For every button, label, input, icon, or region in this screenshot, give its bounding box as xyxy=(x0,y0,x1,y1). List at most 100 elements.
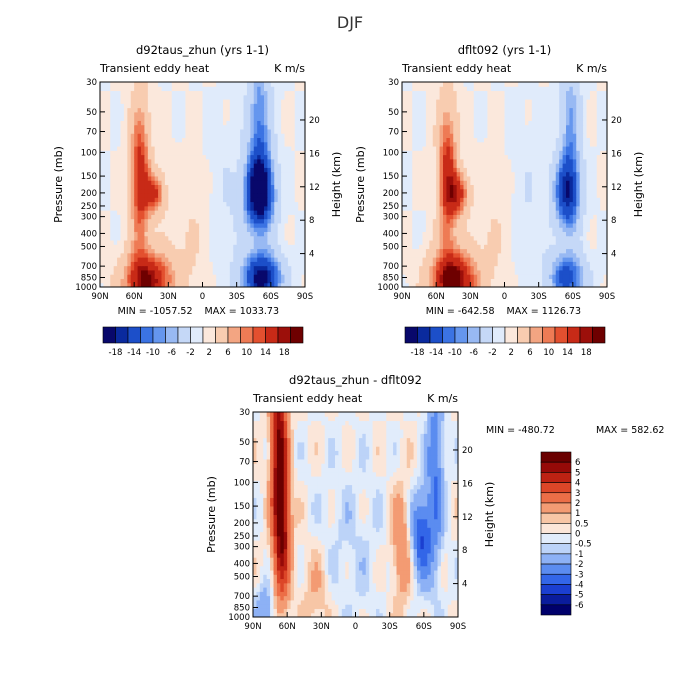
heatmap-cell xyxy=(168,90,173,96)
heatmap-cell xyxy=(600,252,605,258)
heatmap-cell xyxy=(555,193,560,198)
heatmap-cell xyxy=(593,227,598,232)
heatmap-cell xyxy=(504,163,509,168)
heatmap-cell xyxy=(422,218,427,224)
heatmap-cell xyxy=(569,158,574,164)
heatmap-cell xyxy=(260,116,265,121)
heatmap-cell xyxy=(586,154,591,160)
heatmap-cell xyxy=(470,154,475,160)
heatmap-cell xyxy=(507,150,512,156)
heatmap-cell xyxy=(405,265,410,271)
heatmap-cell xyxy=(419,184,423,190)
heatmap-cell xyxy=(113,201,118,207)
heatmap-cell xyxy=(422,210,427,215)
heatmap-cell xyxy=(270,214,275,220)
heatmap-cell xyxy=(182,150,186,156)
heatmap-cell xyxy=(243,231,248,237)
heatmap-cell xyxy=(518,150,523,156)
heatmap-cell xyxy=(419,167,423,173)
heatmap-cell xyxy=(586,184,591,190)
heatmap-cell xyxy=(267,227,272,232)
heatmap-cell xyxy=(123,261,128,267)
heatmap-cell xyxy=(253,261,258,267)
heatmap-cell xyxy=(267,201,272,207)
heatmap-cell xyxy=(257,265,262,271)
heatmap-cell xyxy=(408,163,413,168)
heatmap-cell xyxy=(514,201,519,207)
heatmap-cell xyxy=(226,99,231,104)
heatmap-cell xyxy=(188,274,193,279)
heatmap-cell xyxy=(264,99,268,104)
heatmap-cell xyxy=(446,222,451,228)
heatmap-cell xyxy=(586,282,591,288)
heatmap-cell xyxy=(294,137,299,143)
heatmap-cell xyxy=(583,201,587,207)
heatmap-cell xyxy=(425,180,430,185)
heatmap-cell xyxy=(212,154,217,160)
heatmap-cell xyxy=(439,193,444,198)
heatmap-cell xyxy=(161,124,166,130)
heatmap-cell xyxy=(141,282,145,288)
heatmap-cell xyxy=(419,278,423,284)
heatmap-cell xyxy=(202,163,207,168)
heatmap-cell xyxy=(589,197,594,203)
heatmap-cell xyxy=(250,222,255,228)
heatmap-cell xyxy=(470,175,475,181)
heatmap-cell xyxy=(572,269,577,275)
heatmap-cell xyxy=(264,171,268,177)
heatmap-cell xyxy=(195,128,200,134)
heatmap-cell xyxy=(518,210,523,215)
heatmap-cell xyxy=(419,163,423,168)
heatmap-cell xyxy=(264,252,268,258)
heatmap-cell xyxy=(219,99,224,104)
heatmap-cell xyxy=(284,158,289,164)
heatmap-cell xyxy=(117,175,121,181)
heatmap-cell xyxy=(117,133,121,139)
heatmap-cell xyxy=(147,261,152,267)
heatmap-cell xyxy=(528,175,533,181)
heatmap-cell xyxy=(429,188,434,194)
heatmap-cell xyxy=(284,167,289,173)
heatmap-cell xyxy=(243,128,248,134)
heatmap-cell xyxy=(137,137,142,143)
heatmap-cell xyxy=(484,171,488,177)
heatmap-cell xyxy=(106,274,111,279)
heatmap-cell xyxy=(103,103,108,109)
heatmap-cell xyxy=(229,150,234,156)
heatmap-cell xyxy=(243,163,248,168)
heatmap-cell xyxy=(566,240,570,245)
heatmap-cell xyxy=(253,90,258,96)
heatmap-cell xyxy=(559,269,564,275)
heatmap-cell xyxy=(511,240,516,245)
heatmap-cell xyxy=(130,103,135,109)
heatmap-cell xyxy=(113,133,118,139)
heatmap-cell xyxy=(103,265,108,271)
heatmap-cell xyxy=(294,90,299,96)
heatmap-cell xyxy=(264,278,268,284)
heatmap-cell xyxy=(257,210,262,215)
heatmap-cell xyxy=(182,269,186,275)
heatmap-cell xyxy=(443,205,447,211)
heatmap-cell xyxy=(521,158,526,164)
heatmap-cell xyxy=(205,244,210,250)
heatmap-cell xyxy=(192,240,197,245)
heatmap-cell xyxy=(470,218,475,224)
heatmap-cell xyxy=(535,146,540,151)
heatmap-cell xyxy=(525,282,529,288)
heatmap-cell xyxy=(267,103,272,109)
heatmap-cell xyxy=(412,150,417,156)
heatmap-cell xyxy=(569,257,574,262)
heatmap-cell xyxy=(209,180,214,185)
heatmap-cell xyxy=(250,261,255,267)
heatmap-cell xyxy=(545,282,550,288)
heatmap-cell xyxy=(141,201,145,207)
heatmap-cell xyxy=(596,201,601,207)
heatmap-cell xyxy=(552,222,557,228)
heatmap-cell xyxy=(301,175,306,181)
heatmap-cell xyxy=(412,188,417,194)
heatmap-cell xyxy=(511,274,516,279)
heatmap-cell xyxy=(134,269,139,275)
heatmap-cell xyxy=(542,282,546,288)
heatmap-cell xyxy=(274,188,279,194)
heatmap-cell xyxy=(281,201,285,207)
